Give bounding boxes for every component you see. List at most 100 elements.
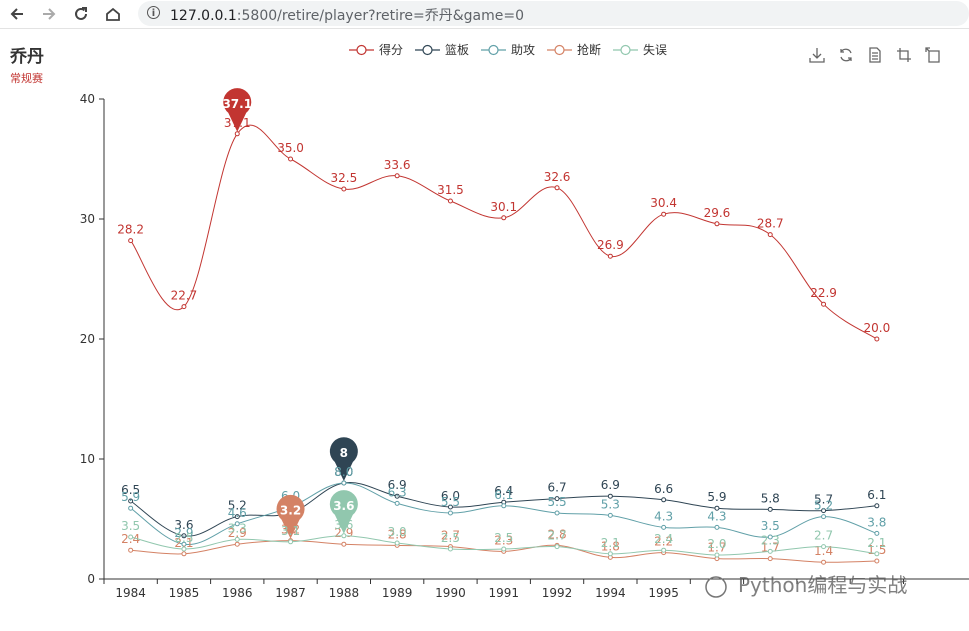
zoom-reset-icon[interactable] xyxy=(924,46,942,64)
data-label-assists: 5.5 xyxy=(441,495,460,509)
data-point-rebounds xyxy=(234,514,240,520)
data-label-turnovers: 2.3 xyxy=(761,533,780,547)
data-point-assists xyxy=(607,512,613,518)
data-label-assists: 5.3 xyxy=(601,497,620,511)
data-point-turnovers xyxy=(447,546,453,552)
series-line-points xyxy=(130,124,878,340)
address-bar[interactable]: i 127.0.0.1:5800/retire/player?retire=乔丹… xyxy=(138,1,969,26)
data-label-assists: 4.3 xyxy=(654,509,673,523)
data-point-points xyxy=(661,211,667,217)
zoom-icon[interactable] xyxy=(895,46,913,64)
max-marker-pin-rebounds xyxy=(329,437,358,481)
x-tick-label: 1986 xyxy=(222,586,253,600)
data-label-turnovers: 2.7 xyxy=(814,529,833,543)
x-tick-label: 1988 xyxy=(329,586,360,600)
max-marker-label-rebounds: 8 xyxy=(340,446,348,460)
home-icon[interactable] xyxy=(102,3,124,25)
data-label-turnovers: 3.0 xyxy=(388,525,407,539)
data-point-steals xyxy=(767,556,773,562)
data-label-rebounds: 6.0 xyxy=(441,489,460,503)
data-point-assists xyxy=(181,541,187,547)
data-label-steals: 2.7 xyxy=(441,529,460,543)
data-label-steals: 2.8 xyxy=(388,527,407,541)
max-marker-pin-points xyxy=(223,88,252,132)
data-point-points xyxy=(607,253,613,259)
data-label-assists: 3.8 xyxy=(867,515,886,529)
data-label-points: 33.6 xyxy=(384,158,411,172)
x-tick-label: 1984 xyxy=(115,586,146,600)
data-label-assists: 5.9 xyxy=(121,490,140,504)
data-point-rebounds xyxy=(661,497,667,503)
y-tick-label: 30 xyxy=(80,212,95,226)
data-point-points xyxy=(874,336,880,342)
data-label-rebounds: 5.2 xyxy=(228,499,247,513)
data-label-points: 26.9 xyxy=(597,238,624,252)
data-label-assists: 3.5 xyxy=(761,519,780,533)
max-marker-label-turnovers: 3.6 xyxy=(333,499,354,513)
data-label-turnovers: 2.5 xyxy=(174,531,193,545)
chart-title: 乔丹 xyxy=(10,47,44,67)
y-tick-label: 10 xyxy=(80,452,95,466)
data-point-rebounds xyxy=(554,496,560,502)
data-point-assists xyxy=(874,530,880,536)
download-icon[interactable] xyxy=(808,46,826,64)
legend-symbol-points xyxy=(356,44,367,56)
legend-label-rebounds: 篮板 xyxy=(445,42,469,57)
data-label-steals: 2.8 xyxy=(548,527,567,541)
max-marker-pin-steals xyxy=(276,494,305,539)
data-label-points: 28.7 xyxy=(757,217,784,231)
data-point-points xyxy=(821,301,827,307)
legend-symbol-turnovers xyxy=(620,44,631,56)
data-label-assists: 4.3 xyxy=(707,509,726,523)
data-point-rebounds xyxy=(767,506,773,512)
data-point-points xyxy=(341,186,347,192)
data-point-steals xyxy=(874,558,880,564)
x-tick-label: 1994 xyxy=(595,586,626,600)
data-point-points xyxy=(394,173,400,179)
forward-arrow-icon[interactable] xyxy=(38,3,60,25)
url-text: 127.0.0.1:5800/retire/player?retire=乔丹&g… xyxy=(170,5,524,25)
data-label-assists: 6.1 xyxy=(494,488,513,502)
data-point-assists xyxy=(447,510,453,516)
x-tick-label: 1989 xyxy=(382,586,413,600)
data-point-points xyxy=(234,131,240,137)
data-label-rebounds: 6.7 xyxy=(548,481,567,495)
data-view-icon[interactable] xyxy=(866,46,884,64)
chart-subtitle: 常规赛 xyxy=(10,72,43,85)
data-label-rebounds: 5.8 xyxy=(761,491,780,505)
data-point-turnovers xyxy=(554,544,560,550)
data-label-points: 22.9 xyxy=(810,286,837,300)
data-point-assists xyxy=(661,524,667,530)
data-label-rebounds: 3.6 xyxy=(174,518,193,532)
data-point-steals xyxy=(128,547,134,553)
data-label-steals: 2.1 xyxy=(174,536,193,550)
x-tick-label: 1991 xyxy=(488,586,519,600)
data-point-steals xyxy=(821,559,827,565)
info-icon[interactable]: i xyxy=(147,6,160,19)
x-tick-label: 1992 xyxy=(542,586,573,600)
data-label-points: 32.6 xyxy=(544,170,571,184)
data-label-turnovers: 2.1 xyxy=(601,536,620,550)
data-point-assists xyxy=(767,534,773,540)
data-label-assists: 5.5 xyxy=(548,495,567,509)
data-label-points: 32.5 xyxy=(330,171,357,185)
data-label-turnovers: 3.1 xyxy=(281,524,300,538)
data-label-turnovers: 2.5 xyxy=(494,531,513,545)
data-point-assists xyxy=(821,514,827,520)
data-label-rebounds: 6.9 xyxy=(388,478,407,492)
refresh-icon[interactable] xyxy=(837,46,855,64)
data-point-turnovers xyxy=(714,552,720,558)
data-label-steals: 1.8 xyxy=(601,539,620,553)
y-tick-label: 40 xyxy=(80,92,95,106)
data-point-assists xyxy=(554,510,560,516)
legend-symbol-steals xyxy=(554,44,565,56)
data-point-rebounds xyxy=(714,505,720,511)
back-arrow-icon[interactable] xyxy=(6,3,28,25)
data-point-points xyxy=(128,238,134,244)
data-point-rebounds xyxy=(821,508,827,514)
legend-label-points: 得分 xyxy=(379,42,403,57)
data-point-rebounds xyxy=(874,503,880,509)
reload-icon[interactable] xyxy=(70,3,92,25)
data-label-assists: 6.3 xyxy=(388,485,407,499)
